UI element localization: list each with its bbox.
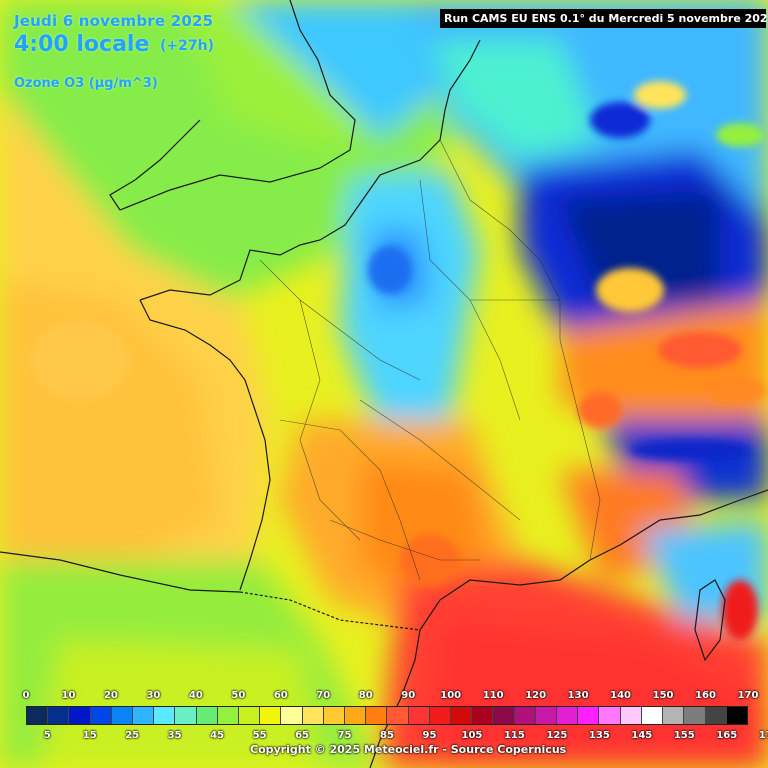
legend-swatch: [302, 707, 324, 724]
legend-tick-label: 165: [716, 730, 738, 741]
legend-tick-label: 160: [695, 690, 716, 701]
legend-tick-label: 20: [103, 690, 118, 701]
legend-swatch: [472, 707, 494, 724]
legend-tick-label: 125: [546, 730, 568, 741]
legend-tick-label: 135: [588, 730, 610, 741]
legend-tick-label: 70: [316, 690, 331, 701]
legend-tick-label: 25: [125, 730, 140, 741]
legend-tick-label: 55: [252, 730, 267, 741]
forecast-lead-time: (+27h): [160, 38, 214, 54]
legend-swatch: [281, 707, 303, 724]
legend-tick-label: 50: [231, 690, 246, 701]
legend-tick-label: 150: [652, 690, 674, 701]
legend-tick-label: 110: [482, 690, 504, 701]
legend-tick-label: 105: [461, 730, 483, 741]
legend-swatch: [641, 707, 664, 724]
legend-tick-label: 120: [525, 690, 547, 701]
legend-swatch: [345, 707, 367, 724]
legend-swatch: [90, 707, 112, 724]
legend-tick-label: 130: [567, 690, 589, 701]
legend-swatch: [535, 707, 558, 724]
legend-swatch: [578, 707, 600, 724]
legend-swatch: [48, 707, 70, 724]
legend-swatch: [684, 707, 706, 724]
legend-tick-label: 175: [758, 730, 768, 741]
legend-swatch: [154, 707, 176, 724]
legend-swatch: [599, 707, 621, 724]
legend-tick-label: 145: [631, 730, 653, 741]
legend-swatch: [133, 707, 155, 724]
legend-swatch: [239, 707, 261, 724]
legend-tick-label: 0: [22, 690, 30, 701]
legend-tick-label: 15: [82, 730, 97, 741]
legend-swatch: [175, 707, 197, 724]
color-scale-legend: [26, 706, 748, 725]
legend-swatch: [726, 707, 747, 724]
legend-tick-label: 10: [61, 690, 76, 701]
legend-swatch: [429, 707, 452, 724]
admin-borders: [259, 139, 601, 581]
legend-swatch: [557, 707, 579, 724]
legend-swatch: [27, 707, 49, 724]
ozone-local-cells: [30, 81, 765, 640]
legend-tick-label: 75: [337, 730, 352, 741]
legend-tick-label: 45: [210, 730, 225, 741]
legend-swatch: [451, 707, 473, 724]
variable-label: Ozone O3 (µg/m^3): [14, 76, 158, 91]
legend-swatch: [408, 707, 430, 724]
legend-swatch: [387, 707, 409, 724]
copyright-footer: Copyright © 2025 Meteociel.fr - Source C…: [250, 743, 567, 756]
legend-swatch: [217, 707, 240, 724]
legend-tick-label: 80: [358, 690, 373, 701]
legend-swatch: [111, 707, 134, 724]
legend-tick-label: 90: [401, 690, 416, 701]
legend-swatch: [514, 707, 536, 724]
legend-swatch: [663, 707, 685, 724]
legend-swatch: [196, 707, 218, 724]
legend-tick-label: 40: [188, 690, 203, 701]
legend-tick-label: 65: [295, 730, 310, 741]
legend-tick-label: 35: [167, 730, 182, 741]
forecast-date: Jeudi 6 novembre 2025: [14, 12, 214, 30]
legend-tick-label: 100: [440, 690, 462, 701]
legend-tick-label: 95: [422, 730, 437, 741]
legend-tick-label: 30: [146, 690, 161, 701]
legend-swatch: [323, 707, 346, 724]
legend-tick-label: 85: [380, 730, 394, 741]
legend-swatch: [260, 707, 282, 724]
legend-swatch: [69, 707, 91, 724]
legend-tick-label: 170: [737, 690, 759, 701]
forecast-time: 4:00 locale: [14, 32, 150, 57]
legend-tick-label: 140: [610, 690, 632, 701]
legend-swatch: [620, 707, 642, 724]
legend-swatch: [705, 707, 727, 724]
legend-tick-label: 115: [503, 730, 525, 741]
legend-tick-label: 155: [673, 730, 695, 741]
legend-tick-label: 60: [273, 690, 288, 701]
run-label: Run CAMS EU ENS 0.1° du Mercredi 5 novem…: [440, 9, 768, 28]
legend-tick-label: 5: [43, 730, 51, 741]
legend-swatch: [493, 707, 515, 724]
legend-swatch: [366, 707, 388, 724]
